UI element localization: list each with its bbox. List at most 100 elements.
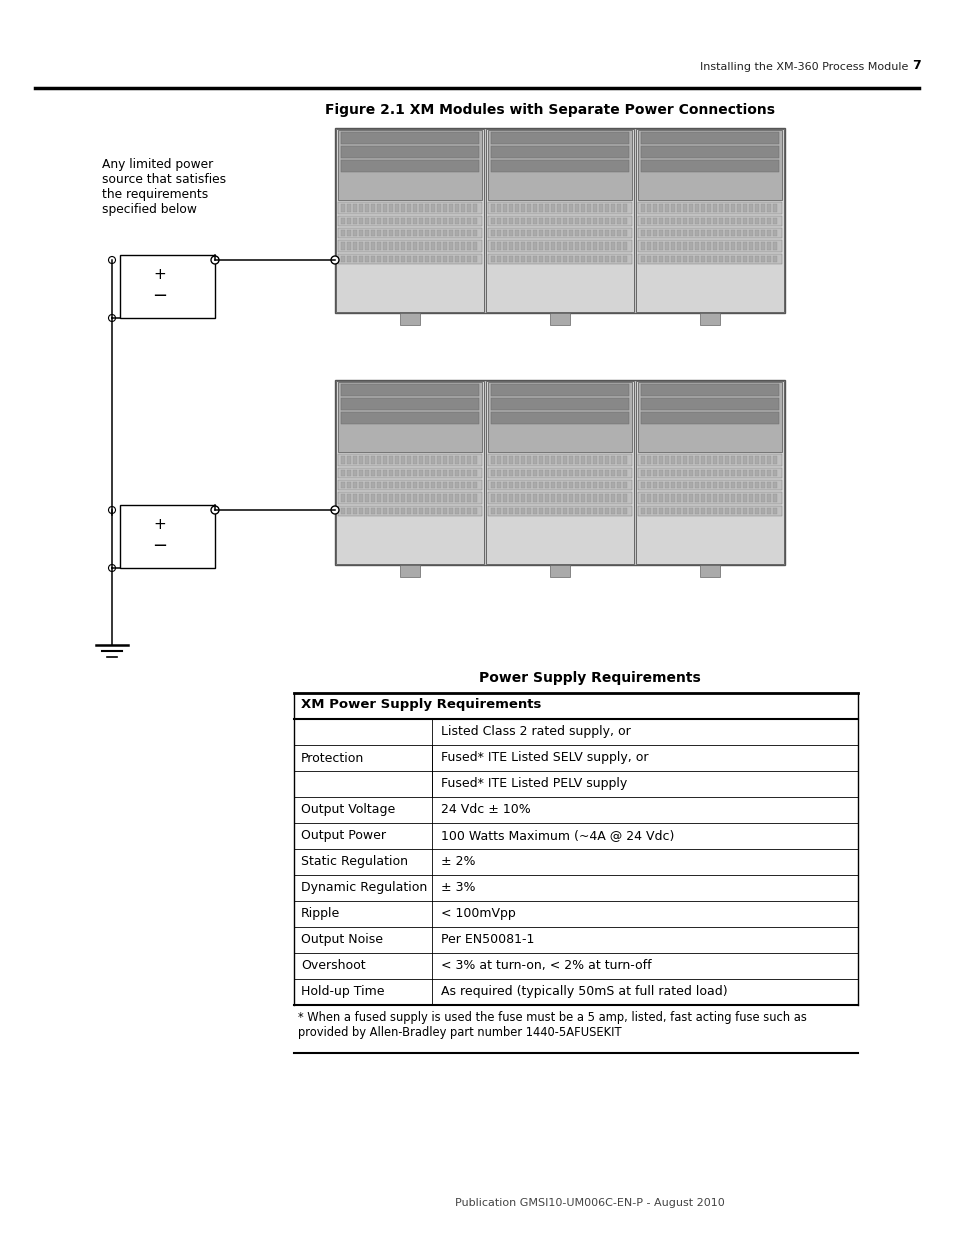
Bar (473, 204, 476, 212)
Bar (455, 219, 458, 225)
Bar (371, 219, 375, 225)
Text: 7: 7 (911, 59, 920, 72)
Text: −: − (152, 287, 167, 305)
Bar (382, 257, 387, 262)
Bar (706, 483, 710, 488)
Text: +: + (153, 267, 166, 282)
Bar (670, 471, 675, 477)
Bar (395, 509, 398, 514)
Bar (695, 230, 699, 236)
Bar (575, 230, 578, 236)
Bar (659, 230, 662, 236)
Bar (568, 242, 573, 251)
Bar (473, 257, 476, 262)
Bar (538, 230, 542, 236)
Bar (688, 230, 692, 236)
Bar (442, 483, 447, 488)
Bar (772, 456, 776, 464)
Bar (677, 242, 680, 251)
Text: Publication GMSI10-UM006C-EN-P - August 2010: Publication GMSI10-UM006C-EN-P - August … (455, 1198, 724, 1208)
Bar (491, 384, 628, 395)
Text: Per EN50081-1: Per EN50081-1 (440, 932, 534, 946)
Bar (593, 471, 597, 477)
Bar (337, 254, 481, 264)
Bar (598, 219, 602, 225)
Bar (640, 483, 644, 488)
Bar (586, 257, 590, 262)
Bar (491, 412, 628, 424)
Bar (730, 204, 734, 212)
Bar (622, 257, 626, 262)
Bar (491, 161, 628, 172)
Bar (754, 219, 759, 225)
Bar (652, 219, 657, 225)
Bar (455, 494, 458, 503)
Bar (340, 483, 345, 488)
Bar (604, 230, 608, 236)
Bar (640, 242, 644, 251)
Bar (533, 483, 537, 488)
Bar (760, 456, 764, 464)
Bar (533, 242, 537, 251)
Bar (491, 456, 495, 464)
Bar (335, 128, 483, 312)
Bar (418, 230, 422, 236)
Bar (688, 242, 692, 251)
Bar (533, 456, 537, 464)
Bar (467, 471, 471, 477)
Bar (400, 230, 405, 236)
Bar (424, 230, 429, 236)
Bar (682, 204, 686, 212)
Bar (646, 456, 650, 464)
Bar (748, 471, 752, 477)
Bar (436, 494, 440, 503)
Bar (488, 480, 631, 490)
Bar (766, 204, 770, 212)
Bar (682, 242, 686, 251)
Bar (610, 483, 615, 488)
Text: ± 2%: ± 2% (440, 855, 475, 868)
Bar (502, 509, 506, 514)
Bar (688, 456, 692, 464)
Bar (526, 204, 531, 212)
Bar (638, 228, 781, 238)
Bar (724, 219, 728, 225)
Bar (340, 257, 345, 262)
Bar (395, 230, 398, 236)
Bar (340, 230, 345, 236)
Bar (700, 204, 704, 212)
Bar (622, 204, 626, 212)
Bar (575, 509, 578, 514)
Bar (760, 471, 764, 477)
Bar (712, 257, 717, 262)
Bar (646, 219, 650, 225)
Bar (371, 483, 375, 488)
Bar (502, 219, 506, 225)
Bar (335, 382, 483, 564)
Bar (754, 494, 759, 503)
Bar (568, 456, 573, 464)
Bar (467, 483, 471, 488)
Bar (575, 483, 578, 488)
Bar (700, 494, 704, 503)
Bar (652, 494, 657, 503)
Bar (706, 494, 710, 503)
Bar (389, 219, 393, 225)
Bar (436, 230, 440, 236)
Bar (365, 471, 369, 477)
Bar (120, 254, 214, 317)
Bar (598, 204, 602, 212)
Bar (638, 468, 781, 478)
Bar (371, 456, 375, 464)
Bar (413, 257, 416, 262)
Bar (638, 130, 781, 200)
Bar (382, 494, 387, 503)
Bar (407, 494, 411, 503)
Bar (719, 509, 722, 514)
Bar (376, 471, 380, 477)
Bar (538, 219, 542, 225)
Bar (442, 230, 447, 236)
Bar (695, 204, 699, 212)
Bar (400, 257, 405, 262)
Bar (586, 456, 590, 464)
